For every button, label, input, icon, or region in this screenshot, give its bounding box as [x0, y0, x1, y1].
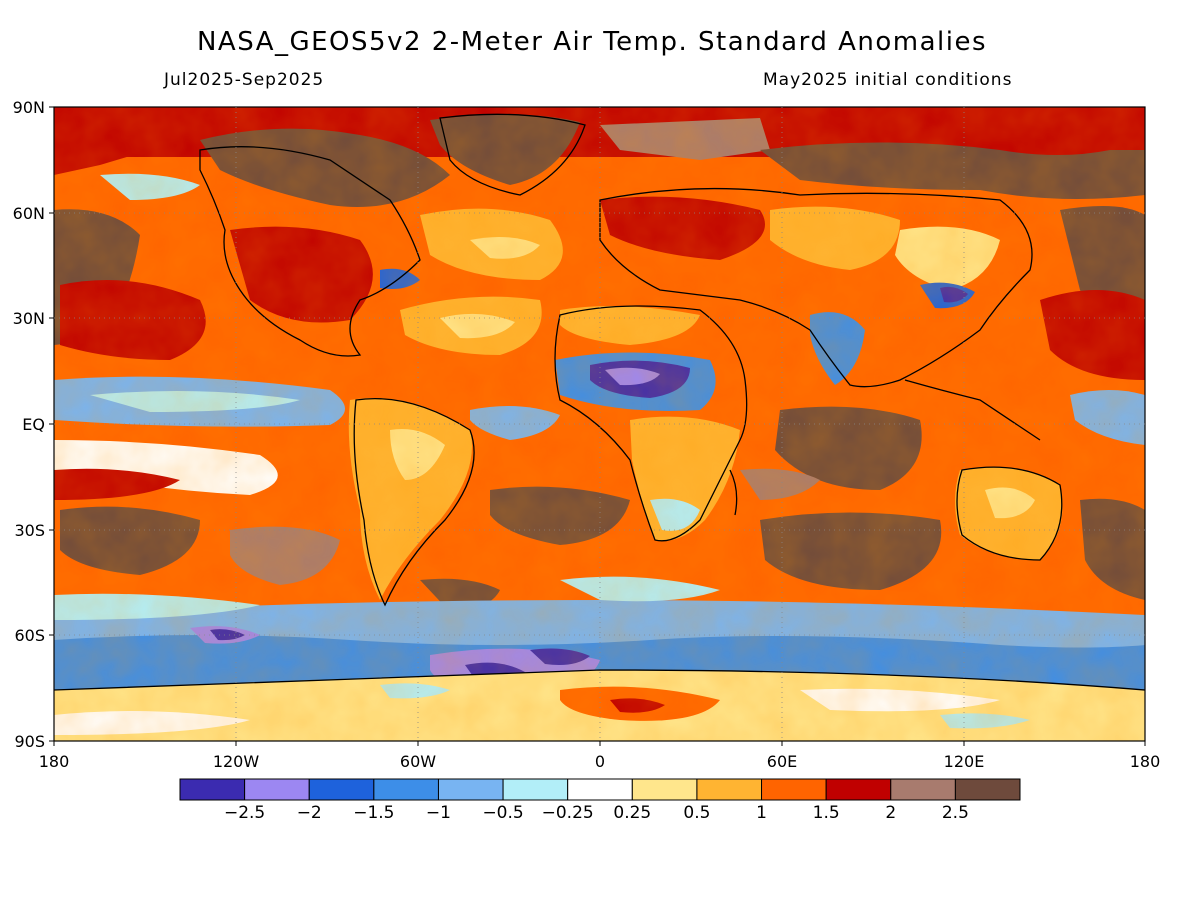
colorbar-swatch	[437, 778, 504, 801]
colorbar-label: 2.5	[942, 803, 969, 823]
colorbar-label: 0.25	[613, 803, 651, 823]
lon-label-180e: 180	[1130, 752, 1161, 771]
coastlines	[54, 113, 1145, 691]
forecast-period: Jul2025-Sep2025	[164, 70, 325, 90]
lat-label-60s: 60S	[14, 626, 45, 645]
colorbar-swatch	[890, 778, 956, 801]
lat-label-30n: 30N	[13, 309, 45, 328]
colorbar-swatch	[954, 778, 1021, 801]
map-title: NASA_GEOS5v2 2-Meter Air Temp. Standard …	[196, 27, 988, 57]
colorbar-swatch	[761, 778, 827, 801]
lon-label-0: 0	[595, 752, 605, 771]
colorbar-label: −1.5	[353, 803, 394, 823]
colorbar-swatch	[244, 778, 310, 801]
lon-label-60w: 60W	[400, 752, 436, 771]
colorbar-swatch	[502, 778, 569, 801]
initial-conditions: May2025 initial conditions	[763, 70, 1013, 90]
lon-label-60e: 60E	[767, 752, 797, 771]
axis-ticks	[49, 106, 1146, 746]
lon-label-120e: 120E	[944, 752, 985, 771]
lat-label-30s: 30S	[14, 521, 45, 540]
colorbar-label: 2	[885, 803, 896, 823]
lat-label-90s: 90S	[14, 732, 45, 751]
colorbar-label: −0.25	[542, 803, 594, 823]
graticule	[54, 107, 1145, 741]
colorbar-swatch	[308, 778, 375, 801]
lon-label-120w: 120W	[213, 752, 260, 771]
colorbar-label: 1	[756, 803, 767, 823]
colorbar-swatch	[373, 778, 439, 801]
lat-label-90n: 90N	[13, 98, 45, 117]
colorbar-swatch	[179, 778, 246, 801]
colorbar-label: −0.5	[482, 803, 523, 823]
colorbar-label: 1.5	[813, 803, 840, 823]
colorbar-swatch	[567, 778, 633, 801]
colorbar-swatch	[696, 778, 763, 801]
lon-label-180w: 180	[39, 752, 70, 771]
lat-label-60n: 60N	[13, 204, 45, 223]
colorbar-label: −1	[426, 803, 451, 823]
colorbar: −2.5 −2 −1.5 −1 −0.5 −0.25 0.25 0.5 1 1.5 2 2.5	[179, 778, 1021, 823]
colorbar-swatch	[825, 778, 892, 801]
colorbar-swatch	[631, 778, 698, 801]
colorbar-label: 0.5	[683, 803, 710, 823]
lat-label-eq: EQ	[22, 415, 45, 434]
colorbar-label: −2	[297, 803, 322, 823]
colorbar-label: −2.5	[224, 803, 265, 823]
